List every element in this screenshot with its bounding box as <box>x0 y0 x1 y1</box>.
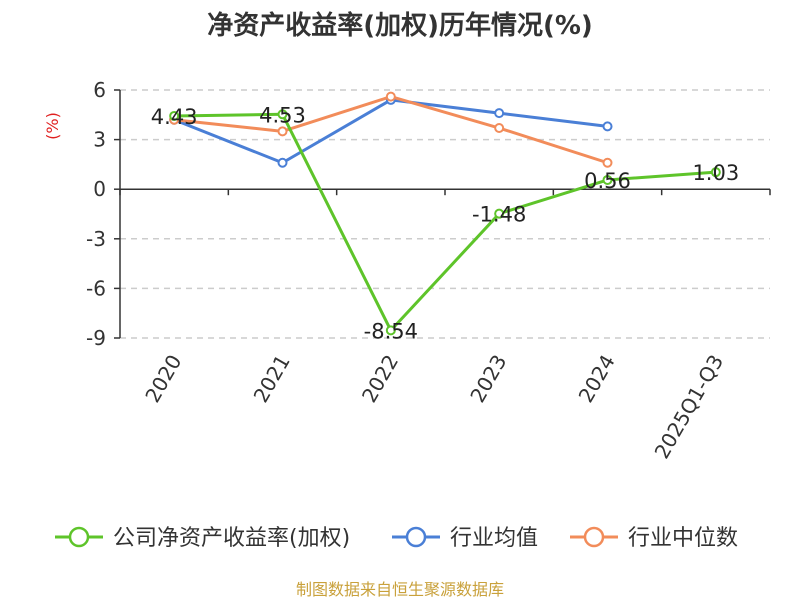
legend-marker <box>68 526 90 548</box>
data-label: 4.43 <box>151 105 198 129</box>
data-label: 1.03 <box>692 161 739 185</box>
data-label: -8.54 <box>364 319 418 343</box>
axes: 6 3 0 -3 -6 -9 2020 2021 2022 2023 2024 2025Q1-Q3 <box>86 78 771 463</box>
legend-label: 行业中位数 <box>628 526 738 551</box>
data-point <box>277 109 288 120</box>
data-label: 0.56 <box>584 169 631 193</box>
x-tick-label: 2023 <box>465 350 511 406</box>
y-tick-label: -9 <box>86 326 106 350</box>
chart-title: 净资产收益率(加权)历年情况(%) <box>207 10 593 41</box>
x-tick-label: 2020 <box>140 351 186 407</box>
data-label: 4.53 <box>259 103 306 127</box>
grid-lines <box>120 89 770 339</box>
data-point <box>494 123 505 134</box>
series-line <box>173 98 608 165</box>
legend: 公司净资产收益率(加权) 行业均值 行业中位数 <box>55 526 738 551</box>
x-tick-label: 2022 <box>357 351 403 407</box>
y-tick-label: 6 <box>93 78 106 102</box>
legend-item-0: 公司净资产收益率(加权) <box>55 526 350 551</box>
y-tick-label: 0 <box>93 177 106 201</box>
data-point <box>602 174 613 185</box>
series-layer: 4.43 4.53 -8.54 -1.48 0.56 1.03 <box>151 91 739 343</box>
legend-item-1: 行业均值 <box>392 526 538 551</box>
legend-label: 公司净资产收益率(加权) <box>113 526 350 551</box>
data-point <box>494 208 505 219</box>
source-note: 制图数据来自恒生聚源数据库 <box>296 580 504 599</box>
series-0 <box>169 109 721 336</box>
y-tick-label: -6 <box>86 276 106 300</box>
y-axis-unit-label: (%) <box>43 112 62 140</box>
data-point <box>602 157 613 168</box>
y-tick-label: 3 <box>93 128 106 152</box>
x-tick-label: 2024 <box>574 351 620 407</box>
data-point <box>169 110 180 121</box>
data-point <box>710 167 721 178</box>
legend-item-2: 行业中位数 <box>570 526 738 551</box>
data-point <box>277 126 288 137</box>
data-point <box>277 157 288 168</box>
legend-marker <box>405 526 427 548</box>
legend-marker <box>583 526 605 548</box>
data-point <box>385 91 396 102</box>
y-tick-label: -3 <box>86 227 106 251</box>
data-point <box>602 121 613 132</box>
series-line <box>174 95 608 165</box>
x-tick-label: 2025Q1-Q3 <box>649 351 728 463</box>
x-tick-label: 2021 <box>249 351 295 407</box>
series-1 <box>169 94 613 168</box>
legend-label: 行业均值 <box>450 526 538 551</box>
series-line <box>174 112 716 332</box>
data-point <box>494 108 505 119</box>
data-label: -1.48 <box>472 203 526 227</box>
data-point <box>385 325 396 336</box>
